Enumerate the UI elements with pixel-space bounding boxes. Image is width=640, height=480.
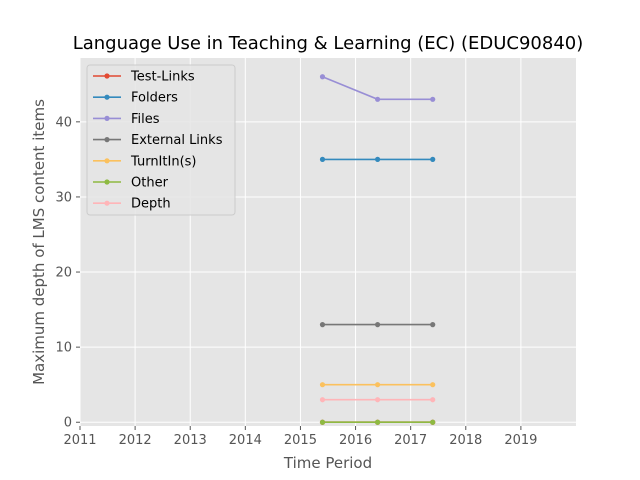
data-point xyxy=(375,156,381,162)
x-tick-label: 2011 xyxy=(63,433,96,448)
x-tick-label: 2017 xyxy=(394,433,427,448)
legend-item: Depth xyxy=(93,197,171,212)
legend: Test-Links Folders Files External Links Turn… xyxy=(86,64,236,216)
data-point xyxy=(430,96,436,102)
data-point xyxy=(430,397,436,403)
data-point xyxy=(375,96,381,102)
data-point xyxy=(319,397,326,403)
series-folders xyxy=(319,156,436,162)
legend-label: Test-Links xyxy=(130,70,195,85)
data-point xyxy=(375,419,381,425)
series-other xyxy=(319,419,436,425)
series-layer xyxy=(319,74,436,425)
legend-item: Files xyxy=(93,112,160,127)
legend-marker xyxy=(104,115,110,121)
data-point xyxy=(430,322,436,328)
series-depth xyxy=(319,397,436,403)
legend-label: Depth xyxy=(131,197,171,212)
data-point xyxy=(319,74,326,80)
legend-marker xyxy=(104,94,110,100)
legend-marker xyxy=(104,137,110,143)
x-tick-label: 2012 xyxy=(119,433,152,448)
axis-ticks: 2011 2012 2013 2014 2015 2016 2017 2018 2019 0 10 2… xyxy=(55,115,537,448)
chart-title: Language Use in Teaching & Learning (EC)… xyxy=(73,33,584,54)
x-tick-label: 2015 xyxy=(284,433,317,448)
legend-item: External Links xyxy=(93,133,223,148)
legend-marker xyxy=(104,200,110,206)
data-point xyxy=(319,382,326,388)
y-tick-label: 20 xyxy=(55,266,72,281)
y-tick-label: 0 xyxy=(64,416,72,431)
x-axis-label: Time Period xyxy=(283,454,372,472)
data-point xyxy=(319,156,326,162)
data-point xyxy=(319,419,326,425)
data-point xyxy=(319,322,326,328)
x-tick-label: 2016 xyxy=(339,433,372,448)
x-tick-label: 2013 xyxy=(174,433,207,448)
legend-marker xyxy=(104,158,110,164)
legend-item: Folders xyxy=(93,91,178,106)
legend-label: Folders xyxy=(131,91,178,106)
y-axis-label: Maximum depth of LMS content items xyxy=(30,99,48,385)
series-external-links xyxy=(319,322,436,328)
legend-label: External Links xyxy=(131,133,223,148)
series-turnitin-s xyxy=(319,382,436,388)
x-tick-label: 2018 xyxy=(449,433,482,448)
data-point xyxy=(375,322,381,328)
data-point xyxy=(430,156,436,162)
data-point xyxy=(375,382,381,388)
x-tick-label: 2014 xyxy=(229,433,262,448)
data-point xyxy=(430,382,436,388)
legend-item: Test-Links xyxy=(93,70,195,85)
y-tick-label: 40 xyxy=(55,115,72,130)
legend-marker xyxy=(104,73,110,79)
legend-label: Other xyxy=(131,176,169,191)
legend-item: Other xyxy=(93,176,169,191)
y-tick-label: 10 xyxy=(55,341,72,356)
legend-item: TurnItIn(s) xyxy=(93,154,196,169)
legend-label: Files xyxy=(131,112,160,127)
legend-box xyxy=(86,64,236,216)
y-tick-label: 30 xyxy=(55,190,72,205)
legend-marker xyxy=(104,179,110,185)
x-tick-label: 2019 xyxy=(504,433,537,448)
legend-label: TurnItIn(s) xyxy=(130,154,196,169)
data-point xyxy=(430,419,436,425)
series-files xyxy=(319,74,436,102)
data-point xyxy=(375,397,381,403)
